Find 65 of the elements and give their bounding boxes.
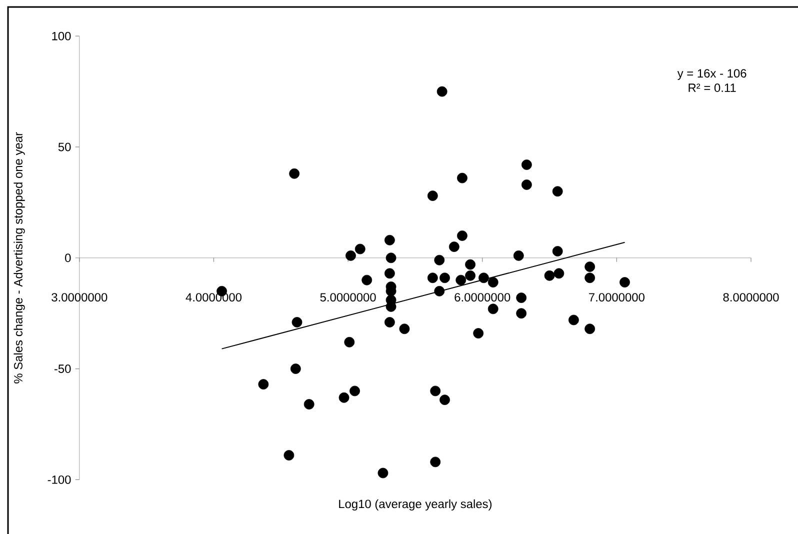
point — [584, 324, 596, 334]
point — [456, 274, 466, 286]
point — [338, 392, 350, 403]
point — [465, 270, 476, 281]
point — [384, 317, 395, 328]
point — [465, 259, 476, 270]
point — [440, 394, 450, 406]
point — [436, 86, 448, 97]
y-tick-label: 100 — [52, 32, 71, 40]
annotation: y = 16x - 106 — [677, 69, 746, 80]
y-axis-title: % Sales change - Advertising stopped one year — [14, 132, 25, 384]
point — [584, 262, 596, 272]
annotation: R² = 0.11 — [688, 84, 736, 92]
point — [362, 274, 372, 286]
point — [289, 168, 300, 179]
point — [554, 268, 564, 279]
point — [304, 399, 314, 410]
point — [440, 272, 450, 284]
point — [354, 244, 366, 254]
point — [344, 336, 355, 348]
point — [584, 272, 596, 284]
point — [386, 252, 396, 264]
point — [448, 242, 460, 252]
point — [516, 292, 527, 304]
point — [384, 234, 395, 246]
point — [427, 190, 438, 201]
point — [399, 324, 410, 334]
point — [457, 230, 468, 241]
y-tick-label: 50 — [58, 142, 71, 152]
x-tick-label: 7.0000000 — [589, 293, 644, 302]
point — [258, 379, 269, 390]
x-axis-title: Log10 (average yearly sales) — [339, 499, 492, 511]
point — [478, 272, 489, 284]
y-tick-label: -100 — [48, 475, 71, 484]
point — [292, 317, 302, 328]
point — [473, 328, 484, 338]
x-tick-label: 3.0000000 — [52, 293, 108, 302]
point — [378, 468, 388, 478]
point — [430, 456, 441, 468]
point — [521, 179, 532, 190]
point — [290, 364, 301, 374]
point — [552, 186, 563, 197]
point — [384, 268, 395, 279]
point — [427, 272, 438, 284]
point — [568, 314, 579, 326]
x-tick-label: 5.0000000 — [320, 293, 376, 302]
point — [620, 277, 630, 288]
point — [488, 304, 498, 314]
point — [350, 386, 360, 396]
y-tick-label: -50 — [54, 364, 71, 374]
point — [434, 254, 445, 266]
point — [284, 450, 294, 460]
x-tick-label: 8.0000000 — [723, 293, 779, 302]
point — [516, 308, 527, 319]
point — [434, 286, 445, 296]
y-tick-label: 0 — [65, 254, 71, 262]
point — [457, 172, 468, 184]
point — [488, 277, 498, 288]
point — [544, 270, 555, 281]
point — [521, 160, 532, 170]
point — [346, 250, 356, 261]
point — [513, 250, 524, 261]
x-tick-label: 6.0000000 — [454, 293, 510, 302]
point — [552, 246, 563, 256]
point — [430, 386, 441, 396]
